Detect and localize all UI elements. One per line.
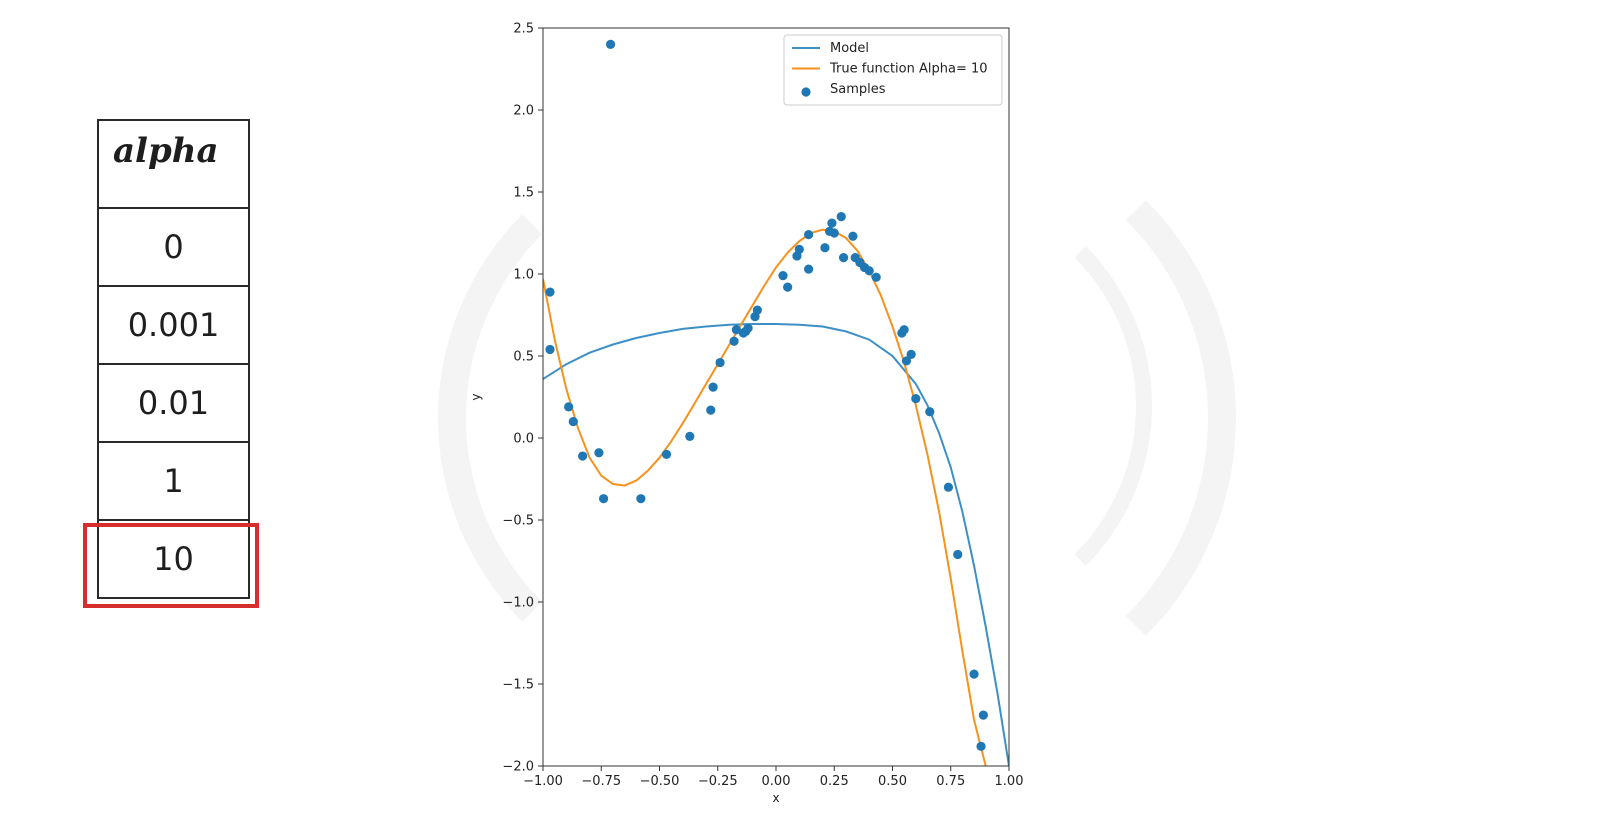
sample-point [752,305,762,315]
y-tick-label: −0.5 [502,514,534,529]
sample-point [568,417,578,427]
y-tick-label: 1.5 [513,186,534,201]
x-tick-label: −1.00 [523,774,563,789]
alpha-row: 0 [97,207,250,287]
sample-point [969,669,979,679]
sample-point [636,494,646,504]
alpha-header: alpha [97,119,250,209]
x-tick-label: −0.50 [640,774,680,789]
sample-point [978,710,988,720]
sample-point [943,482,954,492]
legend-label: Samples [830,82,886,97]
series-line-true-function-alpha-10 [543,228,987,766]
alpha-row: 0.001 [97,285,250,365]
x-tick-label: −0.25 [698,774,738,789]
sample-point [871,272,881,282]
sample-point [899,325,909,335]
y-axis-label: y [470,393,483,400]
sample-point [715,357,725,368]
sample-point [848,231,858,241]
sample-point [708,382,718,392]
alpha-row: 0.01 [97,363,250,443]
x-tick-label: 0.75 [936,774,965,789]
sample-point [804,230,814,240]
x-axis-label: x [772,791,779,805]
sample-point [827,218,837,228]
sample-point [901,356,912,366]
legend: Model True function Alpha= 10 Samples [783,34,1003,106]
sample-point [564,402,574,412]
y-tick-label: 2.5 [513,22,534,37]
sample-point [804,264,814,274]
series-line-model [543,323,1009,766]
regression-chart: −1.00 −0.75 −0.50 −0.25 0.00 0.25 0.50 0.75 1.00… [470,22,1023,806]
sample-point [864,266,874,276]
sample-point [911,394,921,404]
sample-point [605,39,616,49]
alpha-value-selected: 10 [97,519,250,599]
alpha-value: 0 [97,207,250,287]
sample-point [906,349,916,359]
alpha-row: 1 [97,441,250,521]
sample-point [925,407,935,417]
x-tick-label: 0.00 [762,774,791,789]
sample-point [729,336,739,346]
sample-point [743,323,753,333]
sample-point [953,549,963,560]
legend-label: True function Alpha= 10 [829,62,988,77]
x-tick-label: 0.50 [878,774,907,789]
alpha-value: 0.001 [97,285,250,365]
sample-point [598,494,609,504]
sample-point [820,243,830,253]
plot-area [543,39,1009,766]
alpha-table: alpha 0 0.001 0.01 1 10 [97,119,250,599]
alpha-row-selected: 10 [97,519,250,599]
sample-point [661,449,672,459]
sample-point [706,405,716,415]
plot-frame [542,27,1010,767]
sample-point [838,253,849,263]
alpha-value: 1 [97,441,250,521]
sample-point [594,448,604,458]
legend-box [783,34,1003,106]
sample-point [836,212,846,222]
y-tick-label: 0.0 [513,432,534,447]
axes: −1.00 −0.75 −0.50 −0.25 0.00 0.25 0.50 0.75 1.00… [470,22,1023,806]
series-group [543,39,1009,766]
sample-point [783,282,793,292]
sample-point [545,287,555,297]
y-tick-label: 2.0 [513,104,534,119]
x-tick-label: 1.00 [995,774,1024,789]
selected-alpha-highlight [83,523,259,608]
legend-point-swatch [801,87,811,97]
y-tick-label: −1.0 [502,596,534,611]
sample-point [778,271,788,281]
x-tick-label: −0.75 [581,774,621,789]
legend-label: Model [830,41,869,56]
y-tick-label: 0.5 [513,350,534,365]
sample-point [731,325,741,335]
sample-point [545,344,555,355]
y-tick-label: −1.5 [502,678,534,693]
alpha-table-header-row: alpha [97,119,250,209]
sample-point [976,741,986,751]
sample-point [578,451,588,461]
sample-point [794,244,804,254]
alpha-value: 0.01 [97,363,250,443]
y-tick-label: −2.0 [502,760,534,775]
sample-point [829,228,839,238]
y-tick-label: 1.0 [513,268,534,283]
x-tick-label: 0.25 [820,774,849,789]
sample-point [685,431,695,441]
